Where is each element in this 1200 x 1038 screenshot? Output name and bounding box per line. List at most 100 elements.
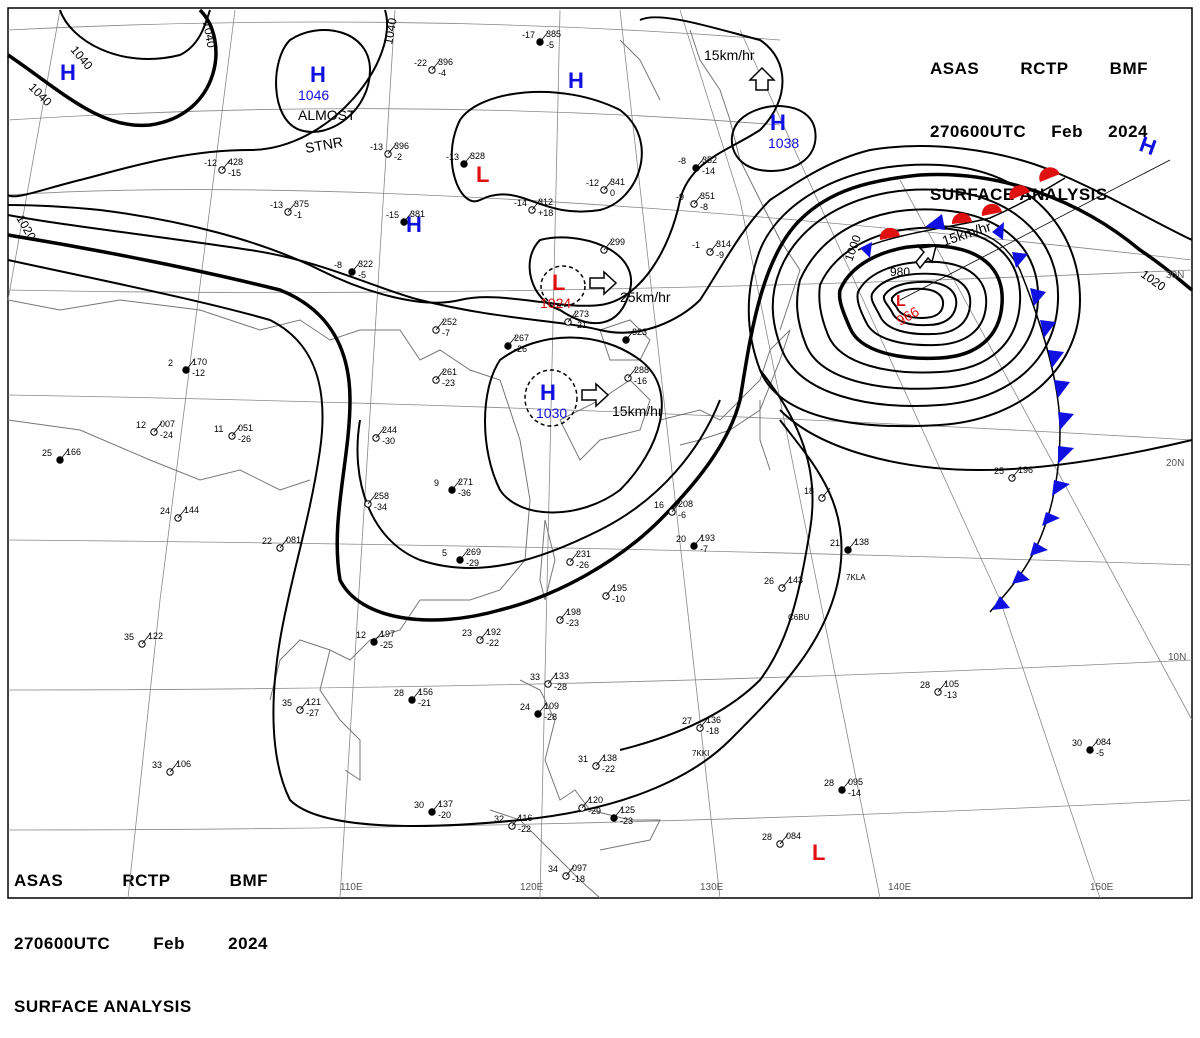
station-pressure: 109: [544, 701, 559, 711]
station-tendency: -22: [518, 824, 531, 834]
station-pressure: 166: [66, 447, 81, 457]
station-tendency: -29: [466, 558, 479, 568]
station-plot: 31 138-22: [578, 753, 617, 774]
station-pressure: 396: [394, 141, 409, 151]
wind-barb: [411, 689, 421, 701]
wind-barb: [367, 493, 377, 505]
station-temperature: 22: [262, 536, 272, 546]
station-temperature: 16: [654, 500, 664, 510]
station-pressure: 328: [470, 151, 485, 161]
wind-barb: [299, 699, 309, 711]
station-pressure: 133: [554, 671, 569, 681]
header-bottom-center: RCTP: [122, 871, 171, 890]
station-tendency: -36: [458, 488, 471, 498]
station-tendency: -5: [1096, 748, 1104, 758]
occlusion-line: [899, 159, 1171, 301]
wind-barb: [709, 241, 719, 253]
ship-ids: C6BU 7KLA 7KKI: [692, 573, 866, 758]
station-plot: 120-29: [578, 795, 603, 816]
station-pressure: 267: [514, 333, 529, 343]
station-temperature: 33: [152, 760, 162, 770]
station-plot: 9 271-36: [434, 477, 473, 498]
station-plot: -13 328: [446, 151, 485, 168]
station-temperature: 18: [804, 486, 814, 496]
wind-barb: [1089, 739, 1099, 751]
station-tendency: -26: [576, 560, 589, 570]
motion-speed: 15km/hr: [612, 403, 663, 419]
header-bottom-code: BMF: [229, 871, 268, 890]
station-plot: 198-23: [556, 607, 581, 628]
station-temperature: -12: [204, 158, 217, 168]
wind-barb: [387, 143, 397, 155]
wind-barb: [59, 449, 69, 461]
stationary-note: ALMOST: [298, 107, 356, 123]
meridians: [7, 9, 1193, 899]
station-plot: 25 196: [994, 465, 1033, 482]
station-tendency: -29: [588, 806, 601, 816]
station-plot: 32 116-22: [494, 813, 532, 834]
station-plot: -9 351-8: [676, 191, 715, 212]
wind-barb: [671, 501, 681, 513]
station-tendency: -23: [620, 816, 633, 826]
station-plot: 34 097-18: [548, 863, 587, 884]
wind-barb: [511, 815, 521, 827]
station-plot: -15 381: [386, 209, 425, 226]
station-tendency: +18: [538, 208, 553, 218]
wind-barb: [451, 479, 461, 491]
station-tendency: -8: [700, 202, 708, 212]
station-tendency: -4: [438, 68, 446, 78]
header-top-time: 270600UTC: [930, 122, 1027, 141]
station-pressure: 156: [418, 687, 433, 697]
wind-barb: [847, 539, 857, 551]
station-temperature: 28: [824, 778, 834, 788]
station-tendency: -13: [944, 690, 957, 700]
wind-barb: [603, 239, 613, 251]
wind-barb: [613, 807, 623, 819]
station-plot: 22 081: [262, 535, 301, 552]
station-temperature: 28: [394, 688, 404, 698]
motion-speed: 15km/hr: [704, 47, 755, 63]
station-plot: 24 109-28: [520, 701, 559, 722]
station-pressure: 192: [486, 627, 501, 637]
station-pressure: 352: [702, 155, 717, 165]
station-pressure: 137: [438, 799, 453, 809]
station-tendency: -1: [294, 210, 302, 220]
dashed-center-outlines: [524, 265, 586, 427]
station-plot: 18: [804, 486, 831, 502]
station-temperature: 35: [282, 698, 292, 708]
station-temperature: 35: [124, 632, 134, 642]
station-observations: -17 385-5-22 396-4-13 396-2 -13 328-12 428-15-…: [42, 29, 1111, 884]
station-temperature: 26: [764, 576, 774, 586]
station-pressure: 051: [238, 423, 253, 433]
station-pressure: 322: [358, 259, 373, 269]
wind-barb: [565, 865, 575, 877]
wind-barb: [279, 537, 289, 549]
wind-barb: [507, 335, 517, 347]
station-pressure: 136: [706, 715, 721, 725]
station-plot: 288-16: [624, 365, 649, 386]
station-pressure: 244: [382, 425, 397, 435]
wind-barb: [559, 609, 569, 621]
station-plot: -13 375-1: [270, 199, 309, 220]
station-pressure: 208: [678, 499, 693, 509]
wind-barb: [595, 755, 605, 767]
low-center-marker: L: [812, 840, 825, 865]
station-temperature: -9: [676, 192, 684, 202]
station-tendency: -27: [306, 708, 319, 718]
cold-front: [860, 214, 1074, 613]
latitude-label: 20N: [1166, 458, 1184, 469]
wind-barb: [177, 507, 187, 519]
station-plot: 25 166: [42, 447, 81, 464]
header-top-year: 2024: [1108, 122, 1148, 141]
wind-barb: [185, 359, 195, 371]
station-tendency: -24: [160, 430, 173, 440]
station-temperature: 2: [168, 358, 173, 368]
wind-barb: [569, 551, 579, 563]
ship-id: 7KLA: [846, 573, 866, 582]
station-pressure: 095: [848, 777, 863, 787]
warm-front: [857, 167, 1066, 251]
station-tendency: 0: [610, 188, 615, 198]
station-pressure: 122: [148, 631, 163, 641]
high-center-marker: H: [540, 380, 556, 405]
